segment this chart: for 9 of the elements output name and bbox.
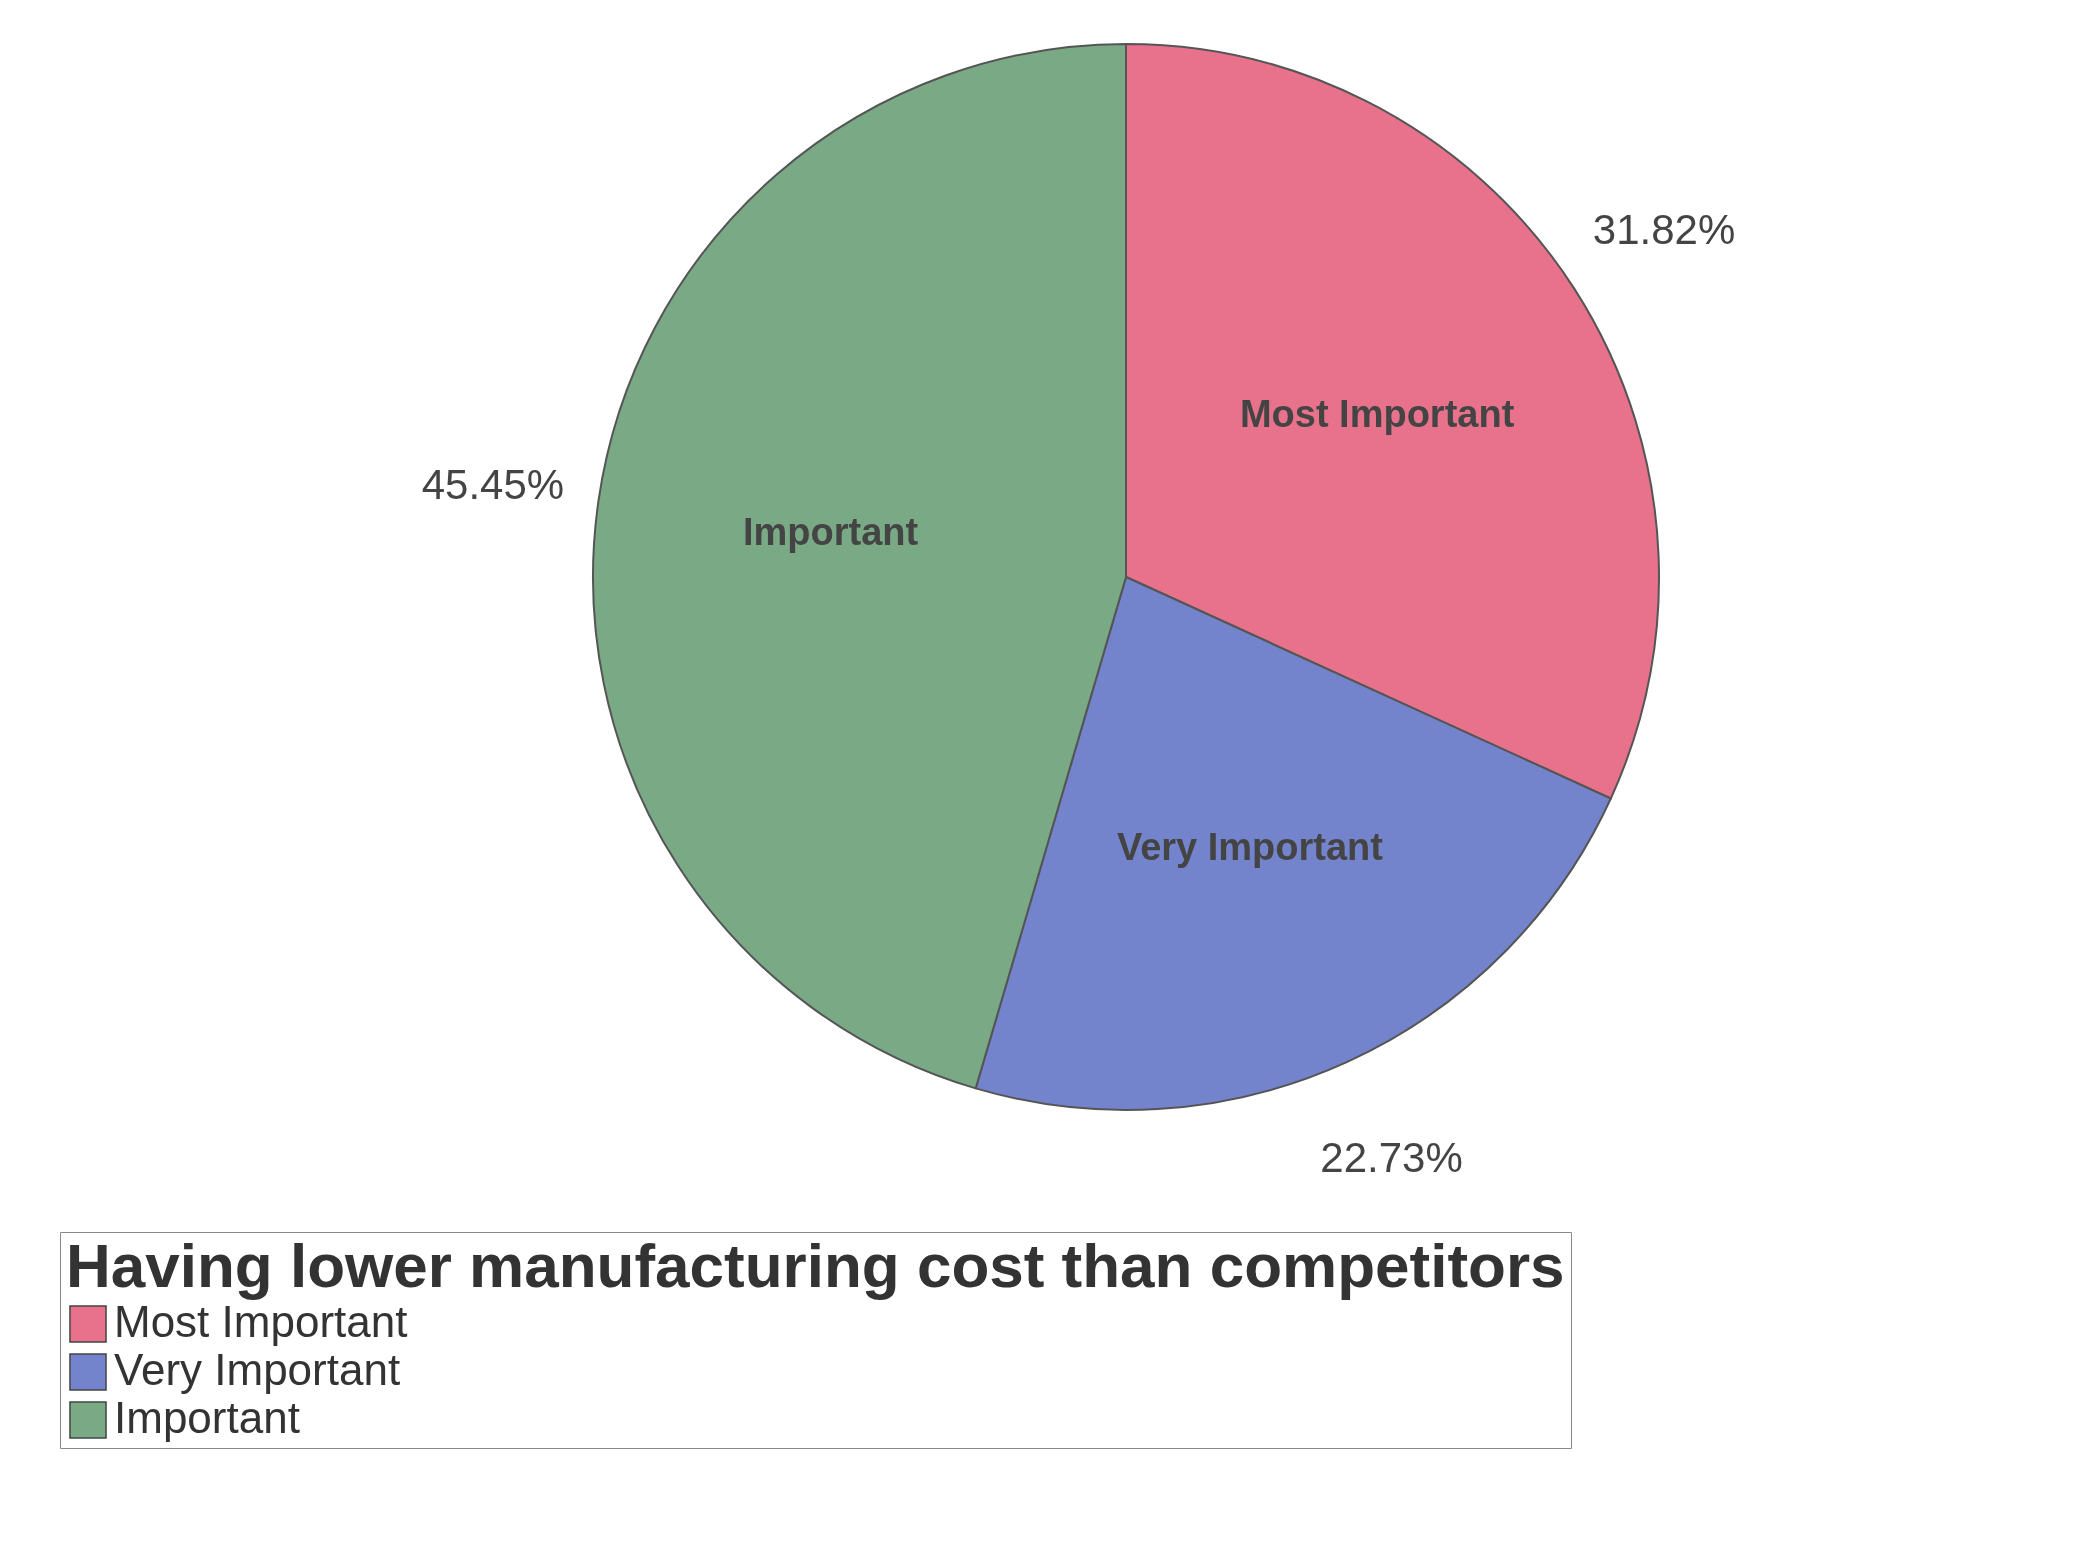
slice-label: Most Important bbox=[1239, 392, 1515, 435]
data-label: 22.73% bbox=[1320, 1133, 1463, 1181]
data-label: 31.82% bbox=[1592, 206, 1736, 254]
legend-title: Having lower manufacturing cost than competitors bbox=[66, 1231, 1565, 1300]
legend-label: Very Important bbox=[114, 1345, 401, 1394]
data-label: 45.45% bbox=[421, 460, 565, 508]
slice-label: Very Important bbox=[1116, 825, 1384, 868]
slice-label: Important bbox=[742, 511, 919, 554]
legend-label: Important bbox=[114, 1393, 300, 1442]
